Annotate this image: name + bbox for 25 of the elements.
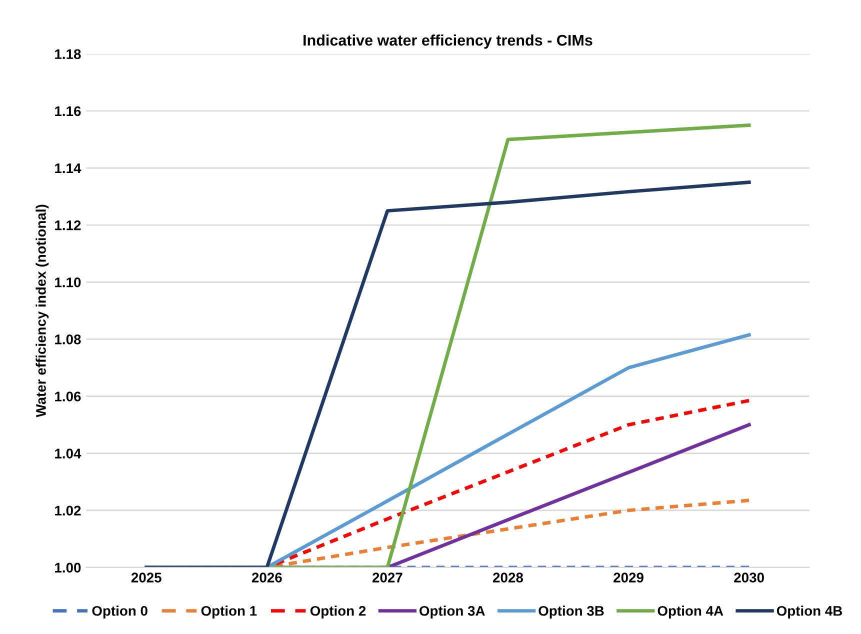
y-tick-label: 1.16 — [55, 106, 81, 116]
chart-title: Indicative water efficiency trends - CIMs — [304, 34, 592, 49]
x-tick-label: 2028 — [493, 572, 524, 582]
legend-label: Option 2 — [310, 606, 366, 619]
y-tick-label: 1.08 — [55, 334, 81, 344]
legend-label: Option 3B — [538, 606, 604, 619]
legend-label: Option 0 — [92, 606, 148, 619]
legend-label: Option 4B — [776, 606, 842, 619]
y-tick-label: 1.18 — [55, 49, 81, 60]
y-tick-label: 1.04 — [55, 448, 82, 458]
x-tick-label: 2029 — [614, 572, 644, 582]
y-tick-label: 1.10 — [55, 277, 81, 288]
y-tick-label: 1.06 — [55, 392, 81, 402]
x-tick-label: 2026 — [252, 572, 282, 582]
y-tick-label: 1.02 — [55, 506, 81, 516]
x-tick-label: 2025 — [131, 572, 162, 582]
legend-label: Option 1 — [201, 606, 257, 619]
legend-label: Option 4A — [658, 606, 724, 619]
x-tick-label: 2030 — [734, 572, 764, 583]
x-tick-label: 2027 — [372, 572, 402, 582]
y-tick-label: 1.00 — [55, 562, 81, 573]
y-axis-title: Water efficiency index (notional) — [36, 204, 49, 418]
legend-label: Option 3A — [420, 606, 485, 619]
y-tick-label: 1.14 — [55, 163, 82, 174]
y-tick-label: 1.12 — [55, 220, 81, 230]
